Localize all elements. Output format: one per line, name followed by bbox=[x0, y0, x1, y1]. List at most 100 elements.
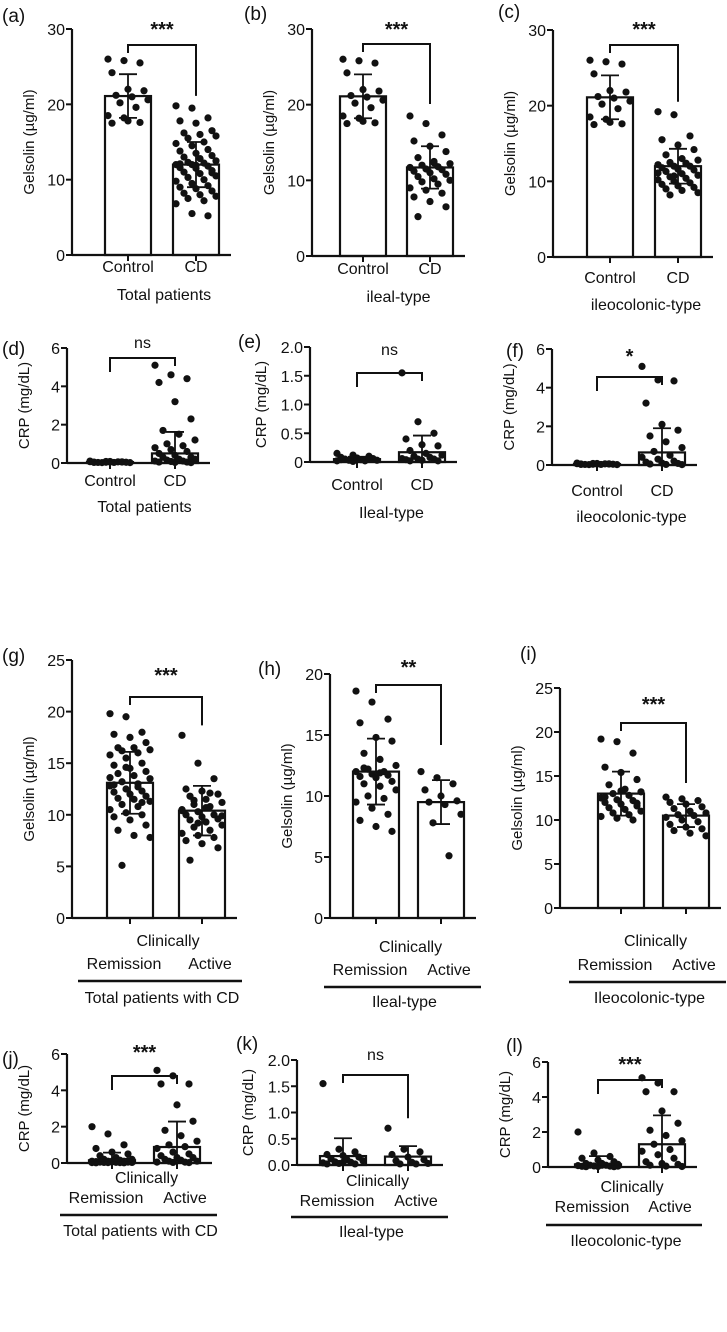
data-point bbox=[110, 761, 118, 769]
data-point bbox=[356, 719, 364, 727]
data-point bbox=[434, 180, 442, 188]
data-point bbox=[449, 780, 457, 788]
data-point bbox=[442, 203, 450, 211]
data-point bbox=[422, 186, 430, 194]
panel-label: (l) bbox=[506, 1036, 523, 1057]
y-tick-label: 1.0 bbox=[268, 1106, 290, 1123]
data-point bbox=[698, 825, 706, 833]
y-tick-label: 1.5 bbox=[281, 369, 303, 386]
data-point bbox=[586, 56, 594, 64]
data-point bbox=[157, 1080, 165, 1088]
data-point bbox=[204, 145, 212, 154]
data-point bbox=[172, 102, 180, 110]
data-point bbox=[183, 375, 191, 383]
y-tick-label: 0.0 bbox=[268, 1158, 290, 1175]
y-tick-label: 10 bbox=[535, 813, 553, 830]
data-point bbox=[184, 134, 192, 142]
y-axis-label: Gelsolin (µg/ml) bbox=[502, 91, 519, 196]
y-tick-label: 0 bbox=[314, 911, 323, 928]
data-point bbox=[356, 816, 364, 825]
data-point bbox=[605, 781, 613, 789]
data-point bbox=[172, 200, 180, 208]
data-point bbox=[670, 826, 678, 835]
data-point bbox=[181, 1143, 189, 1151]
data-point bbox=[355, 57, 363, 65]
data-point bbox=[176, 183, 184, 191]
y-tick-label: 2 bbox=[51, 418, 60, 435]
data-point bbox=[194, 759, 202, 767]
data-point bbox=[151, 361, 159, 369]
data-point bbox=[658, 1107, 666, 1115]
data-point bbox=[212, 132, 220, 140]
y-tick-label: 0 bbox=[56, 248, 65, 265]
y-axis-label: CRP (mg/dL) bbox=[16, 362, 33, 449]
data-point bbox=[434, 457, 442, 465]
data-point bbox=[136, 118, 144, 127]
data-point bbox=[410, 193, 418, 201]
x-axis-label: ileocolonic-type bbox=[576, 509, 686, 526]
data-point bbox=[646, 1126, 654, 1134]
data-point bbox=[151, 444, 159, 452]
panel-h: 0 5 10 15 20 Gelsolin (µg/ml) (h) ** Clinically R… bbox=[258, 657, 481, 1011]
data-point bbox=[674, 811, 682, 819]
y-tick-label: 2.0 bbox=[268, 1053, 290, 1070]
data-point bbox=[416, 1148, 424, 1156]
data-point bbox=[180, 129, 188, 137]
y-tick-label: 5 bbox=[544, 857, 553, 874]
significance-label: * bbox=[626, 346, 634, 368]
data-point bbox=[662, 185, 670, 193]
y-tick-label: 25 bbox=[47, 653, 65, 670]
x-tick-label: Control bbox=[337, 261, 389, 278]
data-point bbox=[658, 420, 666, 428]
data-point bbox=[122, 754, 130, 762]
data-point bbox=[120, 1141, 128, 1149]
data-point bbox=[173, 1101, 181, 1109]
data-point bbox=[406, 184, 414, 192]
data-point bbox=[122, 713, 130, 721]
data-point bbox=[110, 730, 118, 738]
data-point bbox=[702, 832, 710, 840]
x-tick-label: Control bbox=[102, 259, 154, 276]
data-point bbox=[359, 1157, 367, 1165]
data-point bbox=[214, 844, 222, 852]
data-point bbox=[445, 852, 453, 860]
data-point bbox=[674, 426, 682, 434]
data-point bbox=[196, 130, 204, 139]
data-point bbox=[690, 166, 698, 174]
data-point bbox=[410, 137, 418, 145]
y-tick-label: 15 bbox=[535, 769, 553, 786]
significance-bracket bbox=[375, 684, 442, 745]
data-point bbox=[590, 70, 598, 78]
data-point bbox=[610, 94, 618, 102]
data-point bbox=[426, 197, 434, 206]
data-point bbox=[638, 1147, 646, 1155]
data-point bbox=[430, 175, 438, 183]
data-point bbox=[218, 821, 226, 829]
data-point bbox=[388, 777, 396, 785]
data-point bbox=[218, 798, 226, 807]
data-point bbox=[351, 1148, 359, 1156]
data-point bbox=[618, 60, 626, 68]
y-tick-label: 0 bbox=[51, 1156, 60, 1173]
data-point bbox=[406, 446, 414, 455]
data-point bbox=[204, 182, 212, 190]
data-point bbox=[371, 59, 379, 67]
data-point bbox=[578, 1154, 586, 1162]
data-point bbox=[629, 816, 637, 824]
data-point bbox=[163, 440, 171, 448]
x-tick-label: Active bbox=[188, 956, 232, 973]
data-point bbox=[422, 119, 430, 128]
data-point bbox=[654, 169, 662, 177]
y-tick-label: 0 bbox=[544, 901, 553, 918]
x-axis-label: Ileocolonic-type bbox=[570, 1233, 681, 1250]
y-axis-label: Gelsolin (µg/ml) bbox=[21, 89, 38, 194]
data-point bbox=[114, 769, 122, 778]
y-tick-label: 2 bbox=[532, 1125, 541, 1142]
data-point bbox=[172, 177, 180, 185]
data-point bbox=[180, 153, 188, 161]
data-point bbox=[375, 87, 383, 95]
y-tick-label: 0 bbox=[56, 911, 65, 928]
y-tick-label: 0 bbox=[532, 1160, 541, 1177]
data-point bbox=[176, 160, 184, 168]
error-bar bbox=[612, 770, 630, 817]
